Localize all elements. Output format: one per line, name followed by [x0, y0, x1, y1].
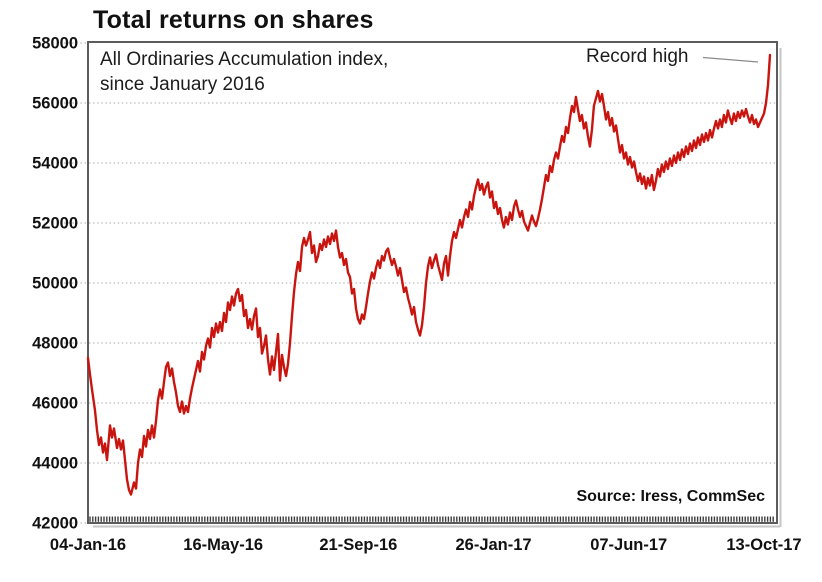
- x-tick-label: 04-Jan-16: [50, 536, 126, 554]
- y-tick-label: 52000: [32, 215, 78, 233]
- x-tick-label: 21-Sep-16: [319, 536, 397, 554]
- record-high-pointer-line: [702, 56, 759, 63]
- x-tick-label: 07-Jun-17: [590, 536, 667, 554]
- source-label: Source: Iress, CommSec: [576, 488, 765, 505]
- annotation-line-2: since January 2016: [100, 74, 265, 95]
- annotation-line-1: All Ordinaries Accumulation index,: [100, 49, 389, 70]
- x-tick-label: 26-Jan-17: [455, 536, 531, 554]
- chart-title: Total returns on shares: [93, 6, 374, 34]
- x-tick-label: 16-May-16: [183, 536, 263, 554]
- plot-frame: [87, 41, 778, 524]
- chart-annotation: All Ordinaries Accumulation index, since…: [100, 47, 388, 97]
- x-tick-band: [89, 516, 774, 522]
- y-tick-label: 44000: [32, 455, 78, 473]
- y-tick-label: 58000: [32, 35, 78, 53]
- y-tick-label: 46000: [32, 395, 78, 413]
- y-tick-label: 56000: [32, 95, 78, 113]
- y-tick-label: 50000: [32, 275, 78, 293]
- record-high-label: Record high: [586, 46, 689, 67]
- y-tick-label: 54000: [32, 155, 78, 173]
- y-tick-label: 42000: [32, 515, 78, 533]
- y-tick-label: 48000: [32, 335, 78, 353]
- series-line: [86, 53, 772, 496]
- x-tick-label: 13-Oct-17: [726, 536, 801, 554]
